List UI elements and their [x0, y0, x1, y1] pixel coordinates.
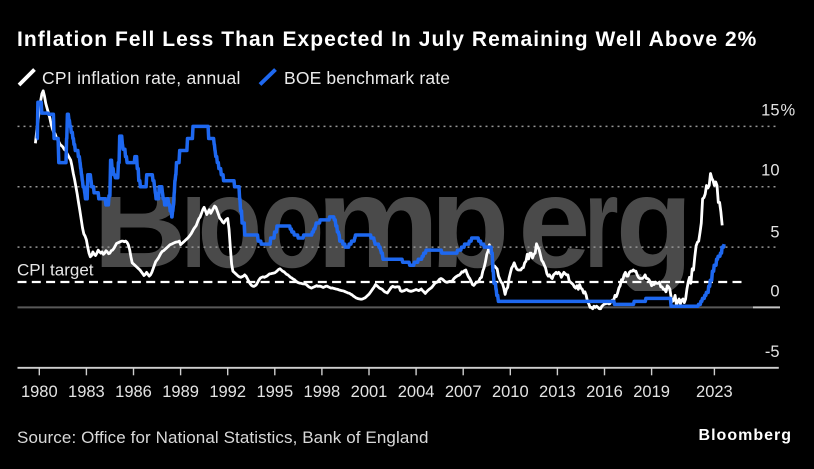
- svg-text:2004: 2004: [398, 383, 435, 401]
- svg-text:2010: 2010: [492, 383, 529, 401]
- svg-text:5: 5: [770, 223, 779, 241]
- svg-text:1980: 1980: [21, 383, 58, 401]
- svg-text:1986: 1986: [115, 383, 152, 401]
- svg-text:1989: 1989: [162, 383, 199, 401]
- svg-text:10: 10: [761, 162, 779, 180]
- svg-text:2001: 2001: [351, 383, 388, 401]
- svg-text:CPI target: CPI target: [17, 261, 94, 280]
- svg-text:Source: Office for National St: Source: Office for National Statistics, …: [17, 428, 429, 447]
- svg-text:1995: 1995: [256, 383, 293, 401]
- svg-text:Inflation Fell Less Than Expec: Inflation Fell Less Than Expected In Jul…: [17, 28, 757, 51]
- svg-text:CPI inflation rate, annual: CPI inflation rate, annual: [42, 68, 241, 88]
- svg-text:%: %: [781, 102, 796, 120]
- svg-text:r: r: [584, 149, 618, 295]
- svg-text:1992: 1992: [209, 383, 246, 401]
- svg-text:15: 15: [761, 102, 779, 120]
- svg-text:Bloomberg: Bloomberg: [699, 427, 792, 444]
- svg-text:2013: 2013: [539, 383, 576, 401]
- svg-text:2016: 2016: [586, 383, 623, 401]
- svg-text:2023: 2023: [696, 383, 733, 401]
- svg-text:BOE benchmark rate: BOE benchmark rate: [284, 68, 450, 88]
- svg-text:-5: -5: [765, 343, 780, 361]
- svg-text:2019: 2019: [633, 383, 670, 401]
- svg-text:1998: 1998: [304, 383, 341, 401]
- svg-text:1983: 1983: [68, 383, 105, 401]
- svg-text:0: 0: [770, 283, 779, 301]
- svg-text:2007: 2007: [445, 383, 482, 401]
